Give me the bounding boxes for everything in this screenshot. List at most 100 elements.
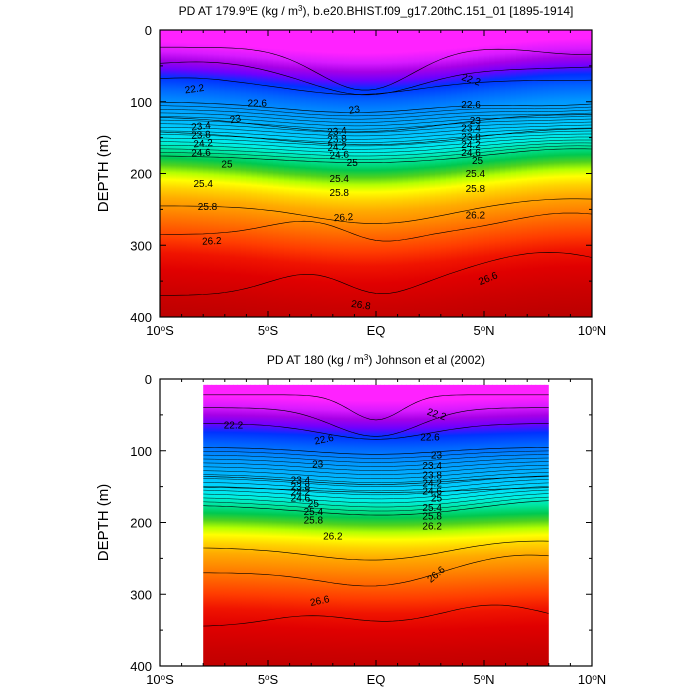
field-column [435,30,442,317]
contour-label: 26.2 [202,236,222,248]
isopycnal-line [203,450,549,459]
field-column [580,30,587,317]
field-column [207,384,213,666]
field-column [359,30,366,317]
field-column [310,384,316,666]
panel-title: PD AT 179.9oE (kg / m3), b.e20.BHIST.f09… [179,4,574,19]
field-column [423,384,429,666]
field-column [499,30,506,317]
field-column [380,384,385,666]
isopycnal-line [160,130,592,143]
contour-label: 24.6 [422,486,442,497]
field-column [337,30,344,317]
x-axis: 10oS 5oS EQ 5oN 10oN [146,379,606,687]
field-column [397,384,403,666]
contour-label: 26.2 [323,531,343,542]
field-column [457,384,463,666]
field-column [241,384,247,666]
contour-label: 26.8 [350,299,371,313]
x-tick-label: EQ [367,323,386,338]
field-column [544,384,549,666]
field-column [456,30,463,317]
field-column [213,30,220,317]
field-column [445,30,452,317]
contour-label: 25.8 [466,184,486,195]
field-column [336,384,342,666]
contour-label: 23.8 [461,132,481,143]
x-tick-label: 5oS [258,672,279,687]
isopycnal-line [160,118,592,130]
field-column [488,384,493,666]
field-column [440,384,446,666]
y-tick-label: 400 [130,659,152,674]
field-column [522,384,528,666]
field-column [381,30,388,317]
field-column [316,30,323,317]
field-column [413,30,420,317]
contour-label: 25.4 [304,507,324,518]
field-column [219,30,226,317]
isopycnal-line [160,127,592,140]
field-column [202,30,209,317]
field-column [431,384,437,666]
field-column [181,30,188,317]
contour-label: 24.2 [327,142,348,154]
contour-label: 25 [431,493,443,504]
contour-label: 22.6 [314,433,336,448]
field-column [370,30,377,317]
y-tick-label: 100 [130,95,152,110]
isopycnal-line [203,604,549,627]
field-column [263,384,269,666]
field-column [429,30,436,317]
field-column [306,384,312,666]
field-column [548,30,555,317]
isopycnal-line [160,105,592,117]
field-column [203,384,208,666]
field-column [300,30,307,317]
field-column [494,30,501,317]
field-column [289,384,295,666]
field-column [384,384,390,666]
isopycnal-line [160,136,592,150]
y-tick-label: 0 [145,23,152,38]
density-field [203,384,549,666]
isopycnal-line [203,482,549,496]
field-column [472,30,479,317]
x-tick-label: EQ [367,672,386,687]
isopycnal-line [160,112,592,123]
field-column [345,384,351,666]
isopycnal-line [160,139,592,153]
contour-label: 23.8 [327,134,348,147]
field-column [388,384,394,666]
isopycnal-line [160,148,592,163]
field-column [410,384,416,666]
field-column [559,30,566,317]
field-column [267,384,273,666]
isopycnal-line [160,61,592,96]
contour-label: 23.8 [191,129,212,141]
contour-label: 22.6 [461,100,481,111]
field-column [371,384,377,666]
field-column [349,384,355,666]
contour-label: 25 [308,499,320,510]
field-column [224,30,231,317]
field-column [278,30,285,317]
field-column [478,30,485,317]
isopycnal-line [160,198,592,224]
y-tick-label: 300 [130,587,152,602]
field-column [332,30,339,317]
field-column [453,384,459,666]
field-column [283,30,290,317]
field-column [256,30,263,317]
field-column [364,30,371,317]
contour-label: 22.2 [184,83,205,97]
field-column [289,30,296,317]
field-column [532,30,539,317]
field-column [543,30,550,317]
field-column [505,384,511,666]
field-column [521,30,528,317]
field-column [319,384,325,666]
x-tick-label: 10oS [146,672,174,687]
isopycnal-line [203,496,549,512]
